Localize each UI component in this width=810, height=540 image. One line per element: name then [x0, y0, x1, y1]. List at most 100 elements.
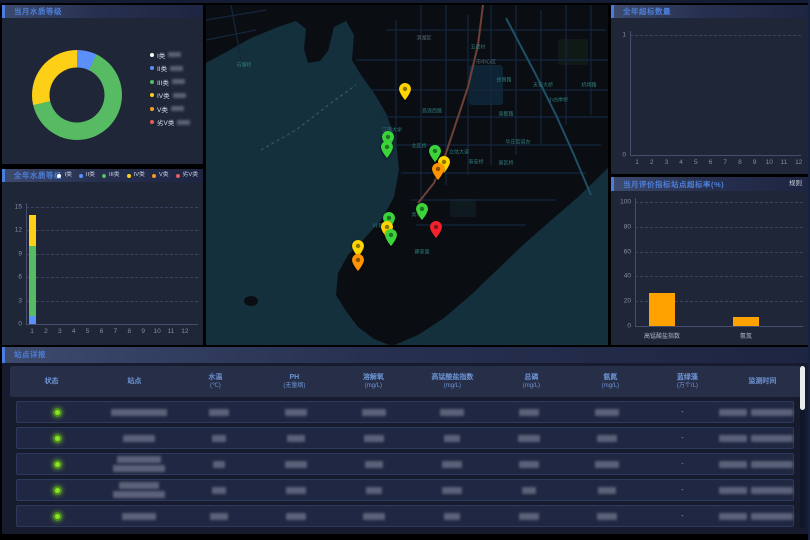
legend-label: III类 [109, 169, 120, 182]
cell-高锰酸盐指数 [413, 487, 491, 494]
value-redacted [209, 409, 229, 416]
stacked-bar-segment-IV类[interactable] [29, 215, 36, 246]
rules-link[interactable]: 规则 [789, 177, 802, 191]
legend-item-劣V类[interactable]: 劣V类 [150, 116, 190, 130]
table-scrollbar[interactable] [800, 366, 805, 528]
station-name-redacted [123, 435, 155, 442]
station-name-redacted [111, 409, 167, 416]
value-redacted [519, 409, 539, 416]
table-scrollbar-thumb[interactable] [800, 366, 805, 410]
legend-dot [150, 120, 154, 124]
station-pin-yellow[interactable] [399, 83, 411, 100]
panel-header: 全年水质等级 I类II类III类IV类V类劣V类 [2, 169, 203, 182]
legend-item-II类[interactable]: II类 [150, 62, 190, 76]
stacked-bar-segment-III类[interactable] [29, 246, 36, 316]
value-redacted [442, 487, 462, 494]
status-indicator-normal [53, 460, 62, 469]
legend-item-劣V类[interactable]: 劣V类 [176, 169, 198, 182]
value-redacted [210, 513, 228, 520]
map-park [450, 199, 476, 217]
legend-value-redacted [168, 52, 181, 57]
y-axis-tick: 60 [617, 248, 631, 255]
legend-value-redacted [172, 79, 185, 84]
value-redacted [287, 435, 305, 442]
table-row[interactable]: - [16, 453, 794, 475]
x-axis-tick: 7 [723, 159, 727, 166]
cell-高锰酸盐指数 [413, 435, 491, 442]
legend-item-II类[interactable]: II类 [79, 169, 95, 182]
stacked-bar-segment-II类[interactable] [29, 316, 36, 324]
value-redacted [597, 513, 617, 520]
annual-grade-chart[interactable]: 03691215123456789101112 [2, 182, 203, 345]
value-redacted [595, 409, 619, 416]
annual-legend: I类 II类 III类 IV类 V类劣V类 [57, 169, 198, 182]
legend-item-V类[interactable]: V类 [152, 169, 169, 182]
legend-item-III类[interactable]: III类 [150, 75, 190, 89]
panel-current-month-grade: 当月水质等级 I类II类III类IV类V类劣V类 [2, 5, 203, 164]
cell-高锰酸盐指数 [413, 409, 491, 416]
legend-item-III类[interactable]: III类 [102, 169, 120, 182]
rate-bar-高锰酸盐指数[interactable] [649, 293, 675, 326]
cell-溶解氧 [335, 409, 413, 416]
column-header-PH: PH(无量纲) [255, 373, 334, 391]
panel-header: 当月水质等级 [2, 5, 203, 18]
rate-bar-氨氮[interactable] [733, 317, 759, 326]
y-axis-tick: 1 [612, 32, 626, 39]
legend-item-IV类[interactable]: IV类 [150, 89, 190, 103]
cell-监测时间 [719, 409, 793, 416]
value-redacted [363, 513, 385, 520]
legend-item-IV类[interactable]: IV类 [127, 169, 145, 182]
map-place-label: 岳南路 [496, 77, 511, 84]
table-row[interactable]: - [16, 505, 794, 527]
station-pin-orange[interactable] [432, 163, 444, 180]
gridline [26, 301, 198, 302]
table-row[interactable]: - [16, 401, 794, 423]
exceed-rate-chart[interactable]: 020406080100高锰酸盐指数氨氮 [611, 191, 808, 345]
annual-exceed-chart[interactable]: 01123456789101112 [611, 18, 808, 174]
station-pin-green[interactable] [385, 229, 397, 246]
station-pin-green[interactable] [381, 141, 393, 158]
cell-蓝绿藻: - [646, 435, 720, 442]
value-redacted [444, 513, 460, 520]
table-row[interactable]: - [16, 479, 794, 501]
legend-item-I类[interactable]: I类 [150, 48, 190, 62]
y-axis-line [26, 203, 27, 324]
map-place-label: 滨湖区 [416, 35, 431, 42]
table-header-row: 状态站点水温(℃)PH(无量纲)溶解氧(mg/L)高锰酸盐指数(mg/L)总磷(… [10, 366, 800, 397]
water-grade-donut-chart[interactable] [32, 50, 122, 140]
legend-dot [150, 66, 154, 70]
station-pin-orange[interactable] [352, 254, 364, 271]
legend-label: IV类 [134, 169, 145, 182]
timestamp-redacted [751, 435, 793, 442]
legend-dot [150, 53, 154, 57]
legend-item-V类[interactable]: V类 [150, 102, 190, 116]
x-axis-tick: 8 [127, 328, 131, 335]
x-axis-tick: 3 [665, 159, 669, 166]
cell-状态 [17, 460, 98, 469]
timestamp-redacted [719, 435, 747, 442]
panel-exceed-rate: 当月评价指标站点超标率(%) 规则 020406080100高锰酸盐指数氨氮 [611, 177, 808, 345]
x-axis-tick: 4 [72, 328, 76, 335]
legend-item-I类[interactable]: I类 [57, 169, 71, 182]
column-header-高锰酸盐指数: 高锰酸盐指数(mg/L) [413, 373, 492, 391]
table-row[interactable]: - [16, 427, 794, 449]
cell-溶解氧 [335, 513, 413, 520]
y-axis-line [630, 31, 631, 155]
legend-dot [176, 174, 180, 178]
legend-dot [150, 107, 154, 111]
timestamp-redacted [751, 513, 793, 520]
cell-水温 [180, 513, 258, 520]
station-pin-red[interactable] [430, 221, 442, 238]
station-pin-green[interactable] [416, 203, 428, 220]
legend-label: 劣V类 [157, 117, 174, 127]
value-redacted [212, 487, 226, 494]
cell-蓝绿藻: - [646, 409, 720, 416]
x-axis-tick: 11 [168, 328, 175, 335]
value-redacted [213, 461, 225, 468]
station-map[interactable]: 石塘桥五星村滨湖区市中心区高浪西路江南大学北区桥岳南路天安大桥小白岸桥机场路吴都… [206, 5, 608, 345]
algae-value: - [681, 461, 683, 468]
map-place-label: 吴都路 [498, 111, 513, 118]
cell-高锰酸盐指数 [413, 513, 491, 520]
cell-总磷 [490, 461, 568, 468]
status-indicator-normal [53, 434, 62, 443]
